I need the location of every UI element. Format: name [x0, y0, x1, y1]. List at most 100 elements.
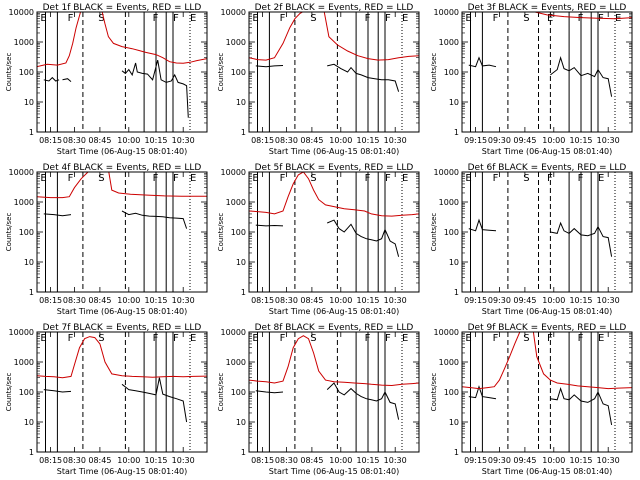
x-tick-label: 08:15: [251, 296, 274, 305]
time-marker-letter: E: [598, 333, 604, 344]
panel-title: Det 1f BLACK = Events, RED = LLD: [43, 3, 202, 13]
time-marker-letter: F: [578, 333, 584, 344]
x-axis-label: Start Time (06-Aug-15 08:01:40): [57, 147, 188, 156]
x-tick-label: 09:30: [488, 296, 511, 305]
y-tick-label: 10000: [9, 168, 34, 177]
time-marker-letter: S: [310, 13, 316, 24]
time-marker-letter: F: [547, 173, 553, 184]
y-tick-label: 1: [241, 448, 246, 457]
events-series-line: [43, 76, 60, 82]
panel-5: Det 5f BLACK = Events, RED = LLD Counts/s…: [217, 163, 420, 316]
events-series-line: [255, 224, 284, 227]
y-tick-label: 10000: [221, 168, 246, 177]
y-tick-label: 100: [231, 388, 246, 397]
x-tick-label: 08:15: [251, 136, 274, 145]
y-axis-label: Counts/sec: [430, 53, 438, 92]
x-tick-label: 10:15: [569, 136, 592, 145]
x-tick-label: 10:00: [329, 136, 352, 145]
y-tick-label: 1: [454, 288, 459, 297]
y-tick-label: 1000: [14, 38, 34, 47]
time-marker-letter: E: [252, 13, 258, 24]
y-tick-label: 1: [241, 288, 246, 297]
time-marker-letter: F: [385, 173, 391, 184]
lld-series-line: [249, 12, 304, 61]
y-tick-label: 10000: [9, 8, 34, 17]
time-marker-letter: E: [190, 173, 196, 184]
time-marker-letter: E: [40, 13, 46, 24]
panel-3: Det 3f BLACK = Events, RED = LLD Counts/s…: [430, 3, 633, 156]
plot-frame: [461, 171, 633, 293]
x-tick-label: 10:15: [144, 296, 167, 305]
x-tick-label: 08:45: [300, 296, 323, 305]
time-marker-letter: S: [98, 173, 104, 184]
events-series-line: [550, 386, 613, 425]
y-tick-label: 1: [29, 128, 34, 137]
time-marker-letter: F: [493, 333, 499, 344]
x-axis-label: Start Time (06-Aug-15 08:01:40): [482, 467, 613, 476]
x-tick-label: 08:45: [88, 296, 111, 305]
time-marker-letter: F: [173, 173, 179, 184]
time-marker-letter: S: [523, 333, 529, 344]
x-tick-label: 08:15: [39, 136, 62, 145]
panel-title: Det 5f BLACK = Events, RED = LLD: [255, 163, 414, 173]
y-tick-label: 10: [449, 258, 459, 267]
x-tick-label: 10:00: [117, 136, 140, 145]
x-tick-label: 10:30: [597, 296, 620, 305]
time-marker-letter: F: [493, 173, 499, 184]
y-tick-label: 1000: [14, 198, 34, 207]
panel-2: Det 2f BLACK = Events, RED = LLD Counts/s…: [217, 3, 420, 156]
events-series-line: [468, 218, 497, 232]
y-tick-label: 10: [24, 258, 34, 267]
y-axis-label: Counts/sec: [5, 213, 13, 252]
x-axis-label: Start Time (06-Aug-15 08:01:40): [57, 307, 188, 316]
x-tick-label: 10:00: [542, 136, 565, 145]
y-tick-label: 10000: [434, 168, 459, 177]
y-tick-label: 1000: [226, 198, 246, 207]
time-marker-letter: E: [40, 333, 46, 344]
time-marker-letter: E: [547, 13, 553, 24]
time-marker-letter: E: [190, 333, 196, 344]
time-marker-letter: E: [402, 333, 408, 344]
time-marker-letter: S: [98, 13, 104, 24]
panel-title: Det 4f BLACK = Events, RED = LLD: [43, 163, 202, 173]
y-axis-label: Counts/sec: [217, 53, 225, 92]
panel-6: Det 6f BLACK = Events, RED = LLD Counts/s…: [430, 163, 633, 316]
panel-1: Det 1f BLACK = Events, RED = LLD Counts/s…: [5, 3, 208, 156]
panel-8: Det 8f BLACK = Events, RED = LLD Counts/s…: [217, 323, 420, 476]
lld-series-line: [101, 12, 207, 64]
y-tick-label: 1: [29, 448, 34, 457]
events-series-line: [255, 65, 284, 68]
x-tick-label: 10:30: [384, 136, 407, 145]
time-marker-letter: S: [310, 173, 316, 184]
x-axis-label: Start Time (06-Aug-15 08:01:40): [269, 147, 400, 156]
x-tick-label: 10:30: [384, 456, 407, 465]
y-tick-label: 10: [236, 418, 246, 427]
y-tick-label: 1000: [226, 358, 246, 367]
lld-series-line: [249, 335, 419, 387]
x-axis-label: Start Time (06-Aug-15 08:01:40): [482, 147, 613, 156]
lld-series-line: [532, 332, 632, 390]
y-axis-label: Counts/sec: [217, 373, 225, 412]
x-tick-label: 08:30: [63, 296, 86, 305]
time-marker-letter: E: [465, 173, 471, 184]
panel-4: Det 4f BLACK = Events, RED = LLD Counts/s…: [5, 163, 208, 316]
x-tick-label: 10:15: [144, 456, 167, 465]
x-tick-label: 09:15: [464, 296, 487, 305]
y-tick-label: 100: [444, 228, 459, 237]
y-tick-label: 10000: [221, 8, 246, 17]
time-marker-letter: F: [173, 13, 179, 24]
y-tick-label: 10: [236, 258, 246, 267]
lld-series-line: [37, 12, 82, 68]
x-tick-label: 10:30: [172, 296, 195, 305]
time-marker-letter: F: [173, 333, 179, 344]
time-marker-letter: F: [68, 333, 74, 344]
events-series-line: [327, 219, 400, 257]
y-tick-label: 1: [454, 128, 459, 137]
y-axis-label: Counts/sec: [5, 53, 13, 92]
time-marker-letter: E: [40, 173, 46, 184]
events-series-line: [327, 63, 400, 92]
panel-title: Det 2f BLACK = Events, RED = LLD: [255, 3, 414, 13]
y-axis-label: Counts/sec: [430, 373, 438, 412]
panel-title: Det 3f BLACK = Events, RED = LLD: [468, 3, 627, 13]
